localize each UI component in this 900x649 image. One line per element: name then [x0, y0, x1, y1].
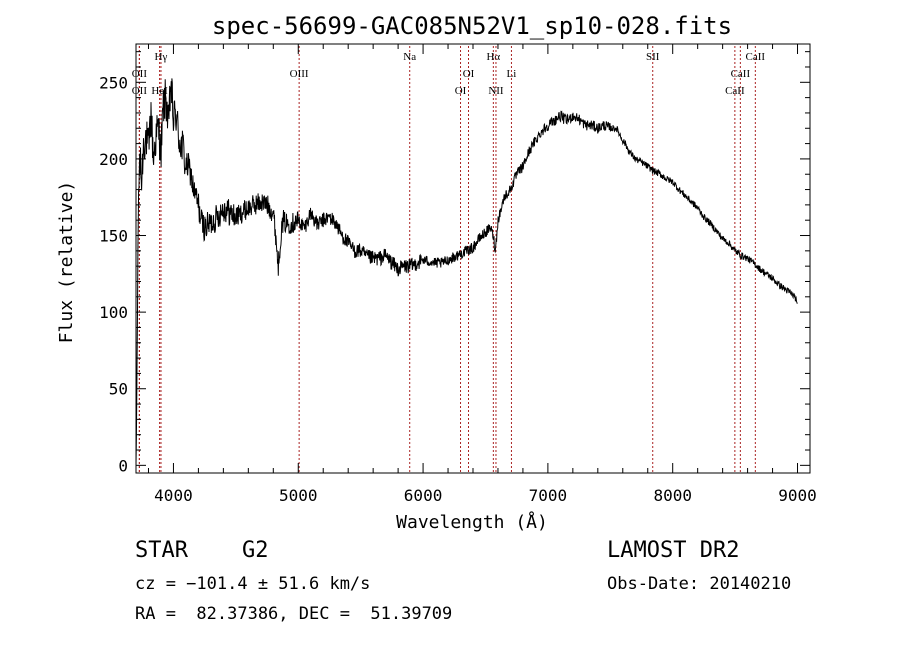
y-tick-label: 100 — [99, 303, 128, 322]
marker-label-8: Hα — [486, 51, 500, 63]
marker-label-11: SII — [646, 51, 660, 63]
marker-label-9: NII — [488, 85, 504, 97]
marker-label-12: CaII — [746, 51, 766, 63]
marker-label-14: CaII — [725, 85, 745, 97]
marker-label-5: Na — [403, 51, 416, 63]
y-tick-label: 0 — [118, 456, 128, 475]
chart-title: spec-56699-GAC085N52V1_sp10-028.fits — [212, 12, 732, 40]
y-tick-label: 50 — [109, 380, 128, 399]
coordinates: RA = 82.37386, DEC = 51.39709 — [135, 604, 453, 624]
marker-label-10: Li — [507, 68, 517, 80]
spectrum-line — [135, 78, 798, 466]
x-tick-label: 8000 — [653, 486, 692, 505]
x-axis-label: Wavelength (Å) — [396, 511, 548, 533]
x-tick-label: 9000 — [778, 486, 817, 505]
plot-frame — [135, 43, 811, 474]
x-tick-label: 7000 — [529, 486, 568, 505]
obs-date: Obs-Date: 20140210 — [607, 574, 792, 594]
x-tick-label: 6000 — [404, 486, 443, 505]
survey-label: LAMOST DR2 — [607, 538, 740, 563]
x-tick-label: 5000 — [279, 486, 318, 505]
x-tick-label: 4000 — [154, 486, 193, 505]
marker-label-2: OII — [132, 85, 148, 97]
object-subclass: G2 — [242, 538, 269, 563]
marker-label-1: Hγ — [155, 51, 168, 63]
marker-label-7: OI — [455, 85, 467, 97]
y-tick-label: 250 — [99, 73, 128, 92]
y-tick-label: 200 — [99, 150, 128, 169]
redshift-cz: cz = −101.4 ± 51.6 km/s — [135, 574, 371, 594]
marker-label-4: OIII — [290, 68, 309, 80]
axes: 4000 5000 6000 7000 8000 9000 0 50 100 150 200 250 — [99, 43, 817, 505]
y-tick-label: 150 — [99, 227, 128, 246]
object-class: STAR — [135, 538, 188, 563]
y-axis-label: Flux (relative) — [56, 181, 77, 344]
plot-area — [135, 78, 798, 466]
marker-label-6: OI — [463, 68, 475, 80]
marker-label-13: CaII — [731, 68, 751, 80]
